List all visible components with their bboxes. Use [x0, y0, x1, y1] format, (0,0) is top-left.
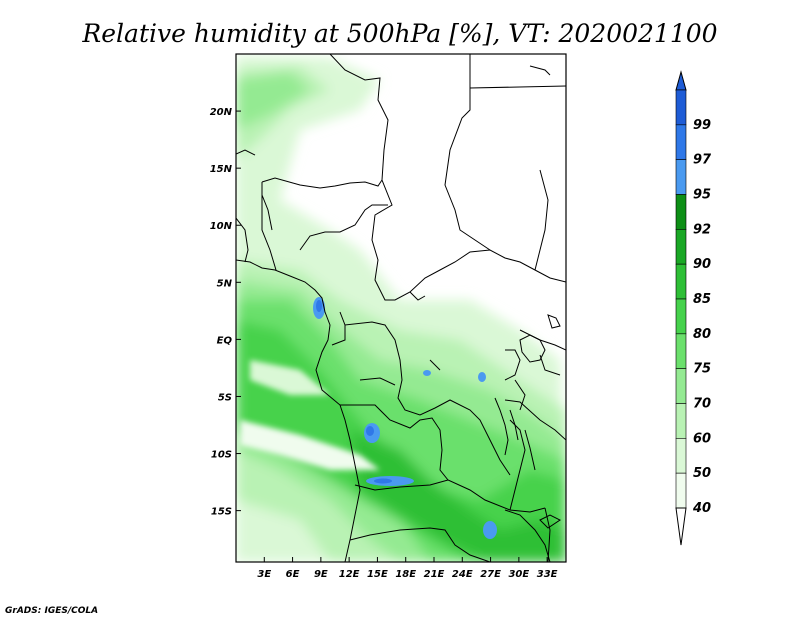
humidity-band-90	[236, 320, 566, 562]
longitude-axis: 3E 6E 9E 12E 15E 18E 21E 24E 27E 30E 33E	[257, 557, 558, 580]
colorbar-label: 50	[693, 466, 711, 481]
colorbar-label: 70	[693, 397, 711, 412]
colorbar-segment	[675, 368, 687, 404]
lat-tick-label: 15N	[210, 164, 233, 175]
colorbar-segment	[675, 298, 687, 335]
colorbar: 99 97 95 92 90 85 80 75 70 60 50 40	[675, 70, 712, 546]
colorbar-segment	[675, 159, 687, 195]
colorbar-segment	[675, 89, 687, 126]
lon-tick-label: 9E	[314, 569, 328, 580]
humidity-patch-97	[366, 426, 374, 436]
colorbar-label: 92	[693, 222, 711, 237]
lon-tick-label: 3E	[257, 569, 271, 580]
lon-tick-label: 12E	[339, 569, 360, 580]
colorbar-label: 60	[693, 431, 711, 446]
lat-tick-label: 5N	[217, 278, 233, 289]
lat-tick-label: 10N	[210, 221, 233, 232]
colorbar-label: 90	[693, 257, 711, 272]
colorbar-segment	[675, 403, 687, 439]
colorbar-label: 99	[693, 118, 711, 133]
lon-tick-label: 24E	[452, 569, 473, 580]
latitude-axis: 20N 15N 10N 5N EQ 5S 10S 15S	[210, 107, 241, 518]
lon-tick-label: 33E	[537, 569, 558, 580]
humidity-patch-97	[316, 300, 322, 312]
colorbar-bottom-triangle	[675, 507, 687, 546]
lat-tick-label: 5S	[218, 392, 232, 403]
lake-outlines	[494, 314, 561, 529]
humidity-band-92	[350, 430, 566, 562]
colorbar-label: 75	[693, 362, 711, 377]
chart-title: Relative humidity at 500hPa [%], VT: 202…	[81, 19, 717, 48]
humidity-field	[236, 54, 566, 562]
lat-tick-label: 10S	[211, 450, 232, 461]
lat-tick-label: EQ	[217, 335, 233, 346]
colorbar-segment	[675, 194, 687, 230]
lon-tick-label: 27E	[480, 569, 501, 580]
humidity-patch-95	[478, 372, 486, 382]
humidity-patch-95	[423, 370, 431, 376]
lon-tick-label: 30E	[508, 569, 529, 580]
colorbar-segment	[675, 229, 687, 265]
colorbar-segment	[675, 263, 687, 300]
lon-tick-label: 15E	[367, 569, 388, 580]
dry-streak-upper	[250, 360, 330, 395]
colorbar-segment	[675, 438, 687, 474]
colorbar-top-triangle	[675, 70, 687, 91]
colorbar-label: 40	[692, 501, 711, 516]
colorbar-label: 95	[693, 188, 711, 203]
lon-tick-label: 21E	[424, 569, 445, 580]
colorbar-label: 80	[693, 327, 711, 342]
lat-tick-label: 15S	[211, 507, 232, 518]
map-panel: 20N 15N 10N 5N EQ 5S 10S 15S 3E 6E 9E 12E 15E 18E 21E…	[210, 53, 567, 580]
dry-streak	[240, 420, 380, 470]
country-boundaries	[236, 54, 566, 562]
colorbar-label: 97	[693, 153, 712, 168]
humidity-band-85	[236, 300, 566, 562]
lon-tick-label: 18E	[395, 569, 416, 580]
colorbar-segment	[675, 124, 687, 160]
humidity-patch-97	[374, 478, 392, 484]
saturated-patches	[313, 297, 497, 539]
colorbar-segment	[675, 333, 687, 369]
colorbar-segment	[675, 472, 687, 509]
colorbar-label: 85	[693, 292, 711, 307]
lon-tick-label: 6E	[286, 569, 300, 580]
grads-credit: GrADS: IGES/COLA	[5, 606, 98, 616]
map-frame	[235, 53, 567, 563]
humidity-patch-95	[483, 521, 497, 539]
lat-tick-label: 20N	[210, 107, 233, 118]
